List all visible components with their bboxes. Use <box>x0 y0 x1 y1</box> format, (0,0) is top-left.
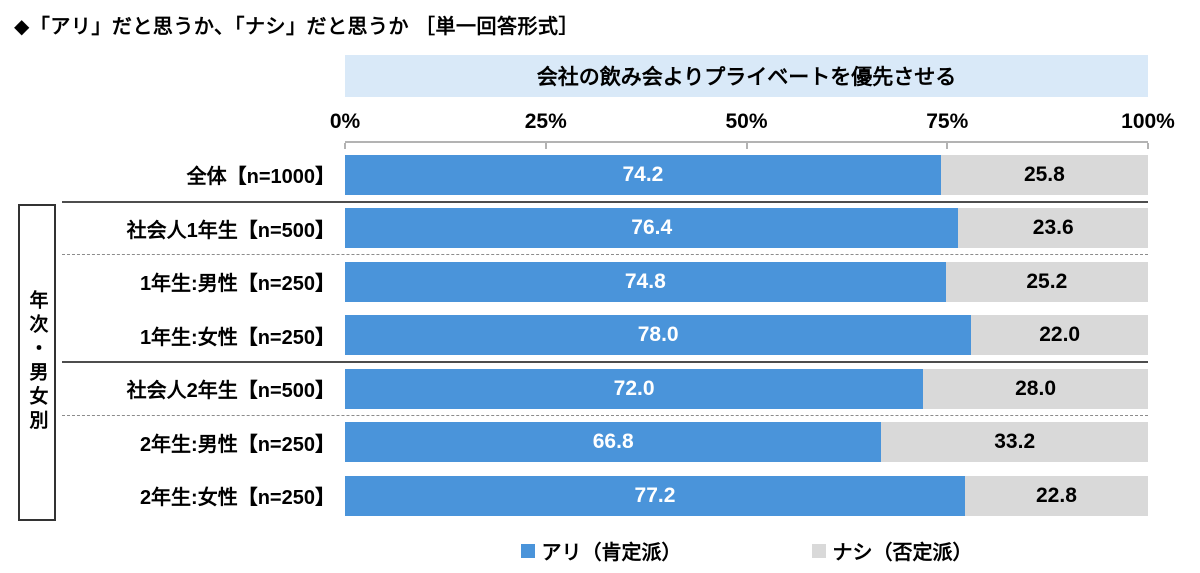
x-axis-line <box>344 141 1149 149</box>
legend-item-no: ナシ（否定派） <box>811 536 973 565</box>
row-label: 1年生:女性【n=250】 <box>139 326 335 349</box>
page-title: ◆「アリ」だと思うか、「ナシ」だと思うか ［単一回答形式］ <box>14 16 580 38</box>
row-label: 1年生:男性【n=250】 <box>139 273 335 296</box>
row-separator-dashed <box>62 254 1148 255</box>
axis-tick-mark <box>544 143 547 149</box>
row-label: 2年生:男性【n=250】 <box>139 433 335 456</box>
bar-area: 72.0 28.0 <box>345 362 1148 416</box>
bar-area: 78.0 22.0 <box>345 309 1148 363</box>
axis-tick-mark <box>745 143 748 149</box>
bar-segment-yes: 66.8 <box>345 422 882 463</box>
stacked-bar: 77.2 22.8 <box>345 475 1148 516</box>
bar-value: 74.8 <box>624 269 666 293</box>
row-separator-solid <box>62 200 1148 203</box>
bar-segment-no: 23.6 <box>958 208 1148 249</box>
bar-segment-no: 25.8 <box>940 154 1148 195</box>
bar-value: 74.2 <box>622 162 664 186</box>
group-label: 年次・男女別 <box>26 290 48 434</box>
axis-tick-label: 50% <box>725 110 768 133</box>
chart-row: 社会人2年生【n=500】 72.0 28.0 <box>0 362 1200 416</box>
row-separator-solid <box>62 361 1148 363</box>
chart-plot-area: 年次・男女別 全体【n=1000】 74.2 25.8 社会人1年生【n=500】 76… <box>0 148 1200 523</box>
bar-value: 76.4 <box>631 216 673 240</box>
bar-segment-yes: 74.8 <box>345 261 946 302</box>
row-separator-dashed <box>62 414 1148 416</box>
chart-row: 1年生:男性【n=250】 74.8 25.2 <box>0 255 1200 309</box>
row-label: 全体【n=1000】 <box>186 166 335 189</box>
bar-area: 74.8 25.2 <box>345 255 1148 309</box>
chart-row: 1年生:女性【n=250】 78.0 22.0 <box>0 309 1200 363</box>
bar-segment-yes: 76.4 <box>345 208 959 249</box>
legend-label-no: ナシ（否定派） <box>832 542 973 564</box>
bar-area: 66.8 33.2 <box>345 416 1148 470</box>
bar-area: 77.2 22.8 <box>345 469 1148 523</box>
bar-value: 22.0 <box>1039 323 1081 347</box>
chart-header: 会社の飲み会よりプライベートを優先させる <box>345 55 1148 97</box>
bar-segment-no: 22.8 <box>964 475 1148 516</box>
stacked-bar: 74.8 25.2 <box>345 261 1148 302</box>
bar-segment-yes: 74.2 <box>345 154 941 195</box>
stacked-bar: 74.2 25.8 <box>345 154 1148 195</box>
chart-row: 社会人1年生【n=500】 76.4 23.6 <box>0 202 1200 256</box>
x-axis: 0% 25% 50% 75% 100% <box>330 106 1175 138</box>
chart-row: 2年生:女性【n=250】 77.2 22.8 <box>0 469 1200 523</box>
bar-value: 23.6 <box>1032 216 1074 240</box>
bar-segment-yes: 78.0 <box>345 315 972 356</box>
bar-segment-yes: 77.2 <box>345 475 965 516</box>
row-label: 社会人2年生【n=500】 <box>126 380 335 403</box>
bar-segment-no: 25.2 <box>945 261 1148 302</box>
bar-value: 28.0 <box>1015 376 1056 400</box>
axis-tick-mark <box>946 143 949 149</box>
bar-value: 25.8 <box>1023 162 1065 186</box>
legend: アリ（肯定派） ナシ（否定派） <box>345 536 1148 565</box>
bar-segment-no: 22.0 <box>971 315 1148 356</box>
row-label: 2年生:女性【n=250】 <box>139 487 335 510</box>
legend-swatch-yes-icon <box>520 543 535 558</box>
axis-tick-label: 0% <box>329 110 361 133</box>
bar-value: 33.2 <box>994 430 1036 454</box>
chart-row: 2年生:男性【n=250】 66.8 33.2 <box>0 416 1200 470</box>
bar-value: 78.0 <box>637 323 679 347</box>
bar-segment-no: 28.0 <box>923 368 1148 409</box>
chart-row: 全体【n=1000】 74.2 25.8 <box>0 148 1200 202</box>
bar-value: 22.8 <box>1036 483 1077 507</box>
legend-label-yes: アリ（肯定派） <box>541 542 682 564</box>
axis-tick-label: 75% <box>926 110 969 133</box>
legend-swatch-no-icon <box>811 543 826 558</box>
axis-tick-label: 100% <box>1121 110 1175 133</box>
bar-area: 74.2 25.8 <box>345 148 1148 202</box>
bar-segment-no: 33.2 <box>881 422 1148 463</box>
axis-tick-mark <box>1147 143 1149 149</box>
bar-area: 76.4 23.6 <box>345 202 1148 256</box>
row-label: 社会人1年生【n=500】 <box>126 219 335 242</box>
bar-value: 77.2 <box>634 483 676 507</box>
axis-tick-label: 25% <box>524 110 567 133</box>
stacked-bar: 72.0 28.0 <box>345 368 1148 409</box>
stacked-bar: 78.0 22.0 <box>345 315 1148 356</box>
stacked-bar: 66.8 33.2 <box>345 422 1148 463</box>
stacked-bar: 76.4 23.6 <box>345 208 1148 249</box>
bar-value: 25.2 <box>1026 269 1068 293</box>
bar-value: 66.8 <box>592 430 634 454</box>
bar-segment-yes: 72.0 <box>345 368 924 409</box>
group-bracket: 年次・男女別 <box>18 203 56 521</box>
bar-value: 72.0 <box>613 376 655 400</box>
legend-item-yes: アリ（肯定派） <box>520 536 682 565</box>
axis-tick-mark <box>344 143 346 149</box>
